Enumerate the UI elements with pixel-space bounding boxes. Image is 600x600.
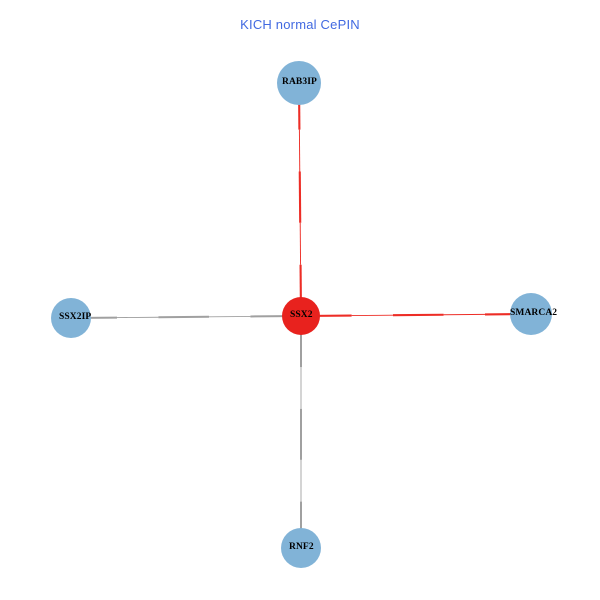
node-layer xyxy=(51,61,552,568)
node-label-ssx2: SSX2 xyxy=(290,310,313,320)
graph-node-ssx2ip[interactable] xyxy=(51,298,91,338)
graph-node-rnf2[interactable] xyxy=(281,528,321,568)
node-label-rab3ip: RAB3IP xyxy=(282,77,317,87)
graph-edge xyxy=(297,82,303,317)
graph-node-rab3ip[interactable] xyxy=(277,61,321,105)
graph-edge xyxy=(70,315,302,319)
node-label-ssx2ip: SSX2IP xyxy=(59,312,92,322)
graph-edge xyxy=(300,312,532,318)
graph-node-smarca2[interactable] xyxy=(510,293,552,335)
node-label-smarca2: SMARCA2 xyxy=(510,308,558,318)
graph-node-ssx2[interactable] xyxy=(282,297,320,335)
page-title: KICH normal CePIN xyxy=(240,17,360,32)
node-label-rnf2: RNF2 xyxy=(289,542,314,552)
